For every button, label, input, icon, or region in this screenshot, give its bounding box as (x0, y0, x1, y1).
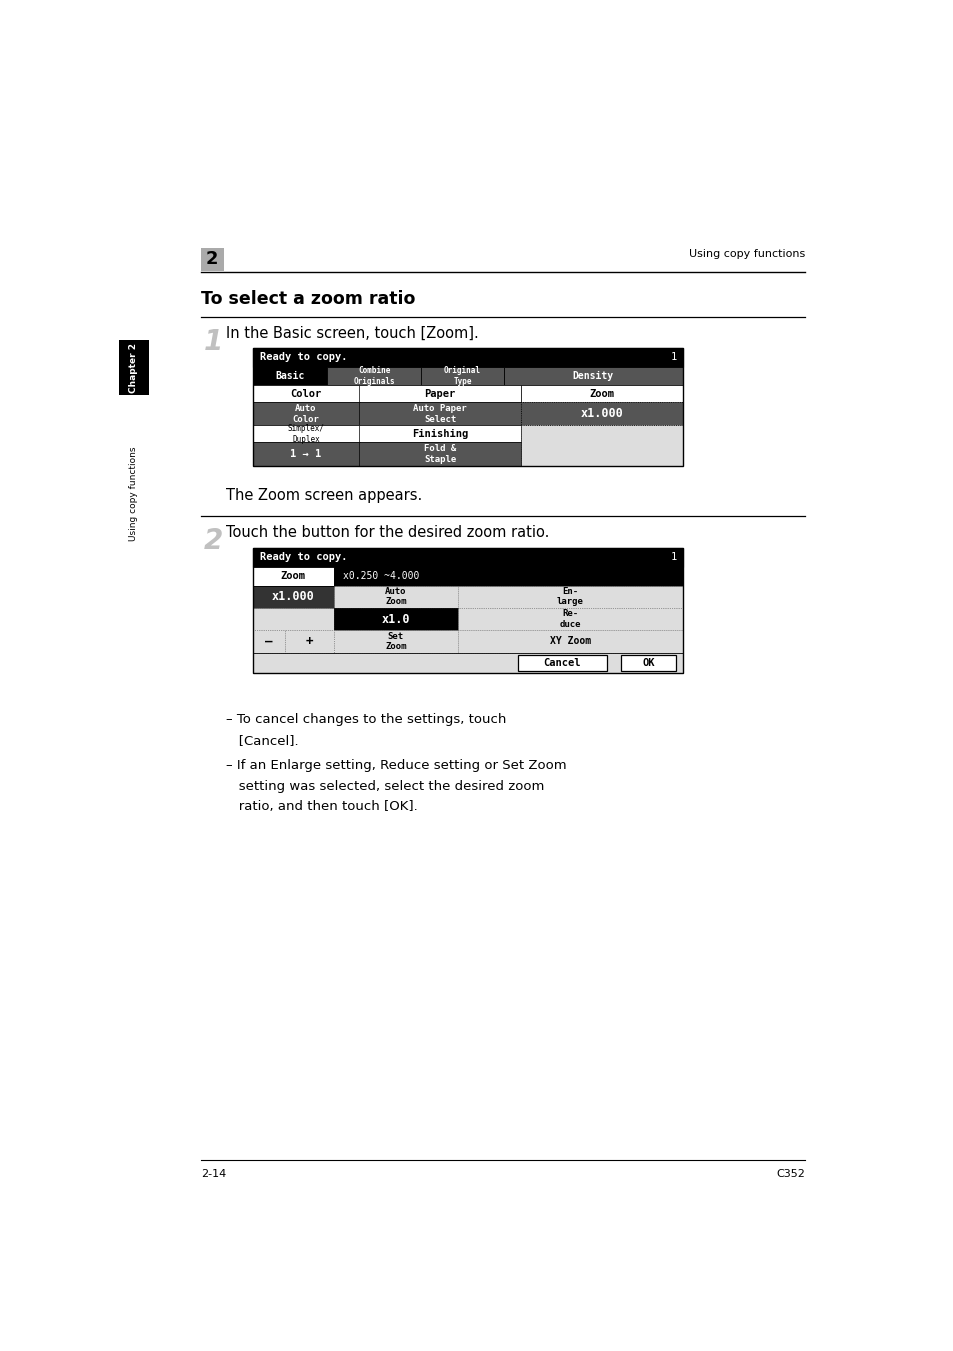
Bar (359, 403, 520, 426)
Text: Ready to copy.: Ready to copy. (260, 553, 348, 562)
Text: Fold &
Staple: Fold & Staple (423, 444, 456, 463)
Text: Zoom: Zoom (589, 389, 614, 399)
Text: 1: 1 (670, 353, 676, 362)
Text: +: + (306, 635, 313, 648)
Text: Density: Density (572, 372, 613, 381)
Text: 1: 1 (204, 328, 223, 357)
Bar (253, 631, 285, 653)
Bar (421, 366, 503, 385)
Bar (503, 366, 682, 385)
Bar (457, 585, 682, 608)
Bar (620, 655, 676, 671)
Text: Original
Type: Original Type (443, 366, 480, 385)
Text: 2-14: 2-14 (200, 1169, 226, 1179)
Text: x1.0: x1.0 (381, 612, 410, 626)
Text: Zoom: Zoom (280, 571, 305, 581)
Bar (253, 385, 359, 403)
Bar (285, 631, 334, 653)
Text: XY Zoom: XY Zoom (549, 636, 590, 646)
Bar (334, 608, 457, 631)
Text: Chapter 2: Chapter 2 (130, 343, 138, 393)
Text: x1.000: x1.000 (272, 590, 314, 604)
Text: – If an Enlarge setting, Reduce setting or Set Zoom: – If an Enlarge setting, Reduce setting … (226, 759, 566, 771)
Text: Finishing: Finishing (412, 428, 468, 439)
Text: Paper: Paper (424, 389, 456, 399)
Text: 2: 2 (206, 250, 218, 267)
Bar (253, 549, 682, 673)
Text: ratio, and then touch [OK].: ratio, and then touch [OK]. (226, 800, 417, 813)
Text: 2: 2 (204, 527, 223, 555)
Text: In the Basic screen, touch [Zoom].: In the Basic screen, touch [Zoom]. (226, 326, 478, 342)
Bar (520, 403, 682, 426)
Text: Auto Paper
Select: Auto Paper Select (413, 404, 466, 424)
Bar (253, 653, 682, 673)
Bar (253, 403, 359, 426)
Bar (253, 442, 359, 466)
Bar (119, 340, 149, 396)
Text: Auto
Zoom: Auto Zoom (385, 588, 406, 607)
Text: Auto
Color: Auto Color (293, 404, 319, 424)
Bar (253, 347, 682, 366)
Text: Using copy functions: Using copy functions (688, 249, 804, 259)
Bar (359, 442, 520, 466)
Text: Color: Color (290, 389, 321, 399)
Text: OK: OK (641, 658, 654, 667)
Text: Set
Zoom: Set Zoom (385, 632, 406, 651)
Bar (517, 655, 606, 671)
Text: 1 → 1: 1 → 1 (290, 449, 321, 459)
Text: Combine
Originals: Combine Originals (353, 366, 395, 385)
Bar (253, 567, 334, 585)
Bar (253, 366, 327, 385)
Bar (253, 608, 334, 631)
Text: Ready to copy.: Ready to copy. (260, 353, 348, 362)
Bar (327, 366, 421, 385)
Bar (334, 567, 682, 585)
Text: x1.000: x1.000 (579, 408, 622, 420)
Text: Cancel: Cancel (543, 658, 580, 667)
Text: –: – (265, 635, 273, 648)
Bar (253, 585, 334, 608)
Text: Using copy functions: Using copy functions (130, 447, 138, 542)
Bar (334, 631, 457, 653)
Bar (253, 347, 682, 466)
Bar (253, 426, 359, 442)
Bar (334, 585, 457, 608)
Text: Re-
duce: Re- duce (559, 609, 580, 628)
Bar (457, 608, 682, 631)
Text: Touch the button for the desired zoom ratio.: Touch the button for the desired zoom ra… (226, 524, 549, 540)
Text: [Cancel].: [Cancel]. (226, 734, 298, 747)
Text: The Zoom screen appears.: The Zoom screen appears. (226, 488, 422, 503)
Bar (520, 426, 682, 466)
Bar (253, 549, 682, 567)
Text: – To cancel changes to the settings, touch: – To cancel changes to the settings, tou… (226, 713, 506, 727)
Text: C352: C352 (776, 1169, 804, 1179)
Bar (359, 385, 520, 403)
Bar (359, 426, 520, 442)
Text: En-
large: En- large (557, 588, 583, 607)
Bar (457, 631, 682, 653)
Text: Simplex/
Duplex: Simplex/ Duplex (287, 424, 324, 443)
Bar (520, 385, 682, 403)
Text: x0.250 ~4.000: x0.250 ~4.000 (343, 571, 419, 581)
Bar (200, 247, 224, 270)
Text: 1: 1 (670, 553, 676, 562)
Text: Basic: Basic (274, 372, 304, 381)
Text: setting was selected, select the desired zoom: setting was selected, select the desired… (226, 780, 544, 793)
Text: To select a zoom ratio: To select a zoom ratio (200, 290, 415, 308)
